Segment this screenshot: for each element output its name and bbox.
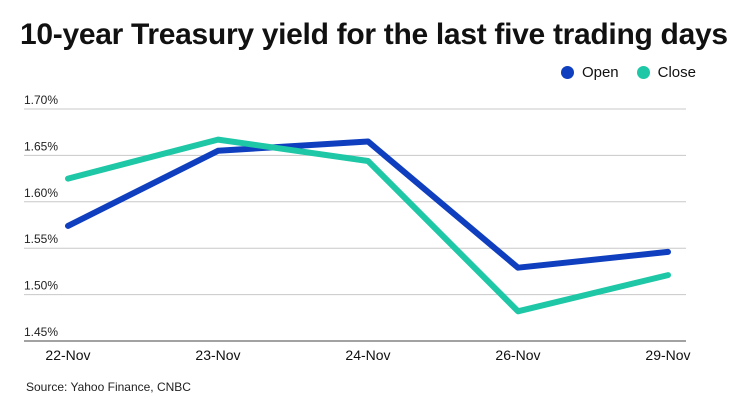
legend-item-close: Close — [636, 64, 696, 81]
source-note: Source: Yahoo Finance, CNBC — [26, 380, 191, 394]
y-tick-label: 1.65% — [24, 139, 58, 153]
x-tick-label: 23-Nov — [195, 347, 240, 363]
legend-swatch-close — [636, 66, 650, 79]
y-tick-label: 1.70% — [24, 93, 58, 107]
x-tick-label: 26-Nov — [495, 347, 540, 363]
gridlines — [24, 108, 686, 342]
series-line-open — [65, 138, 671, 271]
legend: Open Close — [560, 64, 696, 81]
x-axis-ticks: 22-Nov 23-Nov 24-Nov 26-Nov 29-Nov — [45, 347, 690, 363]
y-tick-label: 1.45% — [24, 325, 58, 339]
legend-label-open: Open — [581, 64, 619, 81]
legend-label-close: Close — [657, 64, 696, 81]
y-tick-label: 1.60% — [24, 186, 58, 200]
y-tick-label: 1.55% — [24, 232, 58, 246]
y-tick-label: 1.50% — [24, 279, 58, 293]
legend-swatch-open — [560, 66, 574, 79]
chart-title: 10-year Treasury yield for the last five… — [20, 18, 728, 51]
x-tick-label: 22-Nov — [45, 347, 90, 363]
y-axis-ticks: 1.45% 1.50% 1.55% 1.60% 1.65% 1.70% — [24, 93, 58, 339]
legend-item-open: Open — [560, 64, 619, 81]
series-lines — [65, 136, 671, 315]
x-tick-label: 29-Nov — [645, 347, 690, 363]
x-tick-label: 24-Nov — [345, 347, 390, 363]
series-line-close — [65, 136, 671, 315]
